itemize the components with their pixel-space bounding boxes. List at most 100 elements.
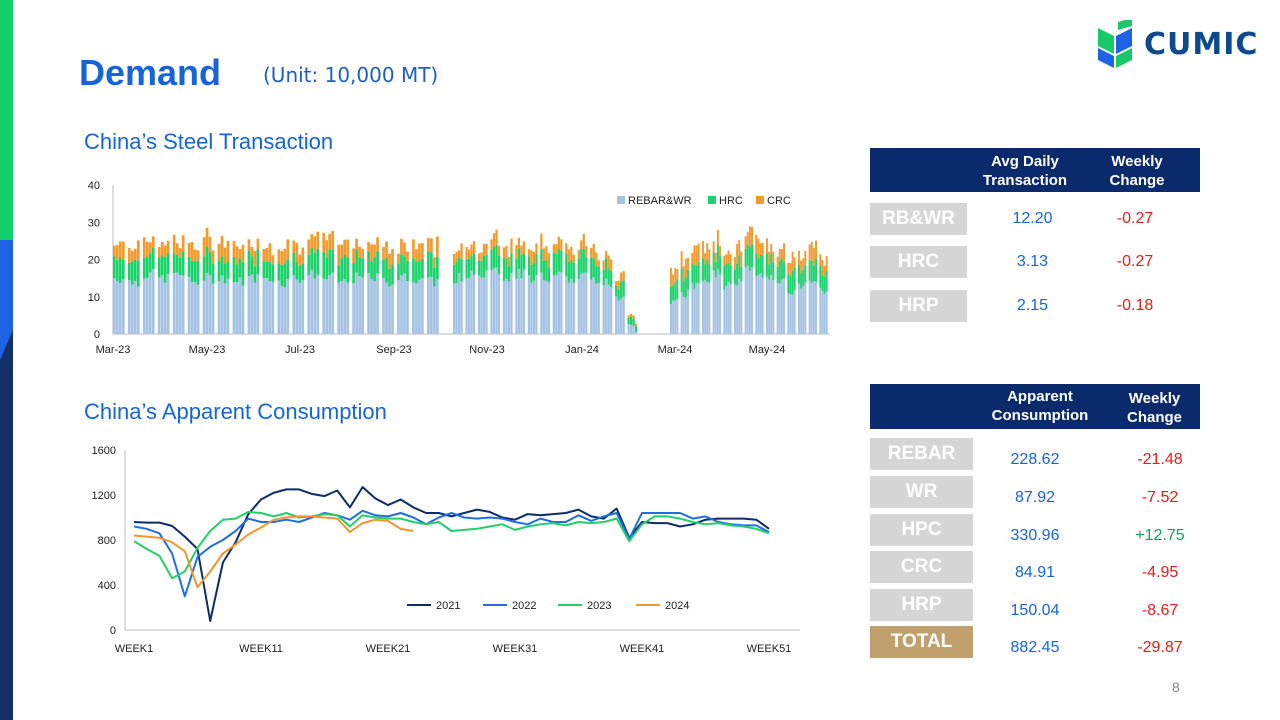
bar-rebar-wr — [510, 273, 513, 334]
bar-rebar-wr — [142, 278, 146, 334]
bar-crc — [778, 248, 781, 261]
bar-hrc — [778, 260, 781, 284]
bar-hrc — [557, 249, 560, 272]
bar-rebar-wr — [453, 283, 456, 334]
logo-text: CUMIC — [1144, 27, 1259, 62]
bar-crc — [202, 237, 206, 257]
bar-crc — [565, 243, 568, 254]
bar-rebar-wr — [160, 275, 164, 334]
bar-rebar-wr — [672, 300, 675, 334]
bar-crc — [187, 242, 191, 258]
bar-hrc — [181, 252, 185, 276]
bar-rebar-wr — [532, 280, 536, 334]
bar-rebar-wr — [292, 275, 296, 334]
table1-row-label: RB&WR — [870, 203, 967, 235]
bar-rebar-wr — [253, 282, 257, 334]
bar-rebar-wr — [793, 290, 796, 334]
bar-crc — [492, 233, 496, 247]
bar-crc — [590, 247, 593, 258]
bar-hrc — [577, 258, 580, 279]
bar-rebar-wr — [211, 283, 215, 334]
series-line-2024 — [133, 515, 414, 589]
bar-rebar-wr — [772, 280, 775, 334]
bar-hrc — [232, 257, 236, 283]
bar-rebar-wr — [780, 279, 783, 334]
legend-label: 2023 — [587, 600, 611, 612]
bar-crc — [815, 240, 817, 259]
bar-crc — [130, 250, 134, 262]
bar-hrc — [397, 263, 400, 281]
bar-rebar-wr — [617, 300, 620, 334]
bar-hrc — [385, 257, 388, 283]
bar-crc — [163, 245, 167, 257]
bar-rebar-wr — [716, 269, 719, 334]
bar-crc — [178, 248, 182, 258]
bar-crc — [465, 246, 468, 259]
bar-hrc — [602, 270, 605, 286]
bar-crc — [301, 247, 305, 264]
bar-hrc — [151, 248, 155, 269]
header-apparent-consumption: Apparent Consumption — [991, 388, 1089, 424]
bar-crc — [325, 240, 329, 258]
bar-rebar-wr — [802, 286, 805, 334]
x-tick-label: Sep-23 — [376, 344, 411, 356]
bar-crc — [346, 239, 349, 258]
table2-row-label: WR — [870, 476, 973, 508]
y-tick-label: 400 — [98, 580, 116, 592]
legend-swatch — [756, 196, 764, 204]
bar-hrc — [510, 253, 513, 274]
bar-hrc — [485, 254, 488, 271]
bar-rebar-wr — [382, 278, 385, 334]
bar-crc — [738, 240, 741, 256]
bar-rebar-wr — [277, 280, 281, 334]
bar-crc — [181, 235, 185, 253]
table2-row-value: 87.92 — [1014, 489, 1056, 506]
transaction-table-header: Avg Daily Transaction Weekly Change — [870, 148, 1200, 192]
x-tick-label: Nov-23 — [469, 344, 504, 356]
bar-rebar-wr — [552, 275, 555, 334]
bar-rebar-wr — [766, 276, 768, 334]
header-avg-daily: Avg Daily Transaction — [982, 153, 1068, 189]
bar-hrc — [823, 276, 826, 294]
bar-crc — [684, 258, 687, 278]
bar-crc — [759, 243, 762, 255]
bar-hrc — [815, 258, 817, 282]
bar-crc — [361, 249, 364, 259]
bar-hrc — [605, 258, 608, 279]
bar-hrc — [482, 255, 486, 278]
bar-hrc — [436, 256, 439, 280]
bar-crc — [716, 230, 719, 246]
bar-rebar-wr — [127, 280, 131, 334]
bar-rebar-wr — [307, 275, 311, 334]
bar-hrc — [262, 261, 266, 279]
bar-rebar-wr — [163, 282, 167, 334]
bar-crc — [592, 243, 595, 259]
bar-hrc — [761, 255, 764, 278]
bar-rebar-wr — [172, 273, 176, 334]
bar-rebar-wr — [187, 276, 191, 334]
bar-rebar-wr — [684, 297, 687, 334]
legend-label: 2021 — [436, 600, 460, 612]
bar-rebar-wr — [376, 273, 379, 334]
bar-rebar-wr — [812, 281, 815, 334]
bar-hrc — [346, 257, 349, 283]
bar-rebar-wr — [597, 282, 600, 334]
bar-hrc — [217, 260, 221, 282]
bar-rebar-wr — [337, 282, 341, 334]
bar-crc — [719, 245, 721, 256]
bar-rebar-wr — [815, 281, 817, 334]
bar-hrc — [241, 262, 245, 286]
bar-hrc — [791, 270, 794, 295]
bar-hrc — [382, 259, 385, 279]
bar-hrc — [808, 259, 811, 281]
bar-crc — [740, 251, 743, 267]
bar-crc — [635, 323, 638, 327]
bar-hrc — [527, 256, 531, 276]
bar-hrc — [704, 264, 707, 280]
bar-rebar-wr — [262, 278, 266, 334]
bar-rebar-wr — [145, 277, 149, 334]
bar-rebar-wr — [522, 269, 526, 334]
bar-hrc — [163, 256, 167, 283]
bar-hrc — [235, 264, 239, 283]
bar-hrc — [759, 254, 762, 274]
